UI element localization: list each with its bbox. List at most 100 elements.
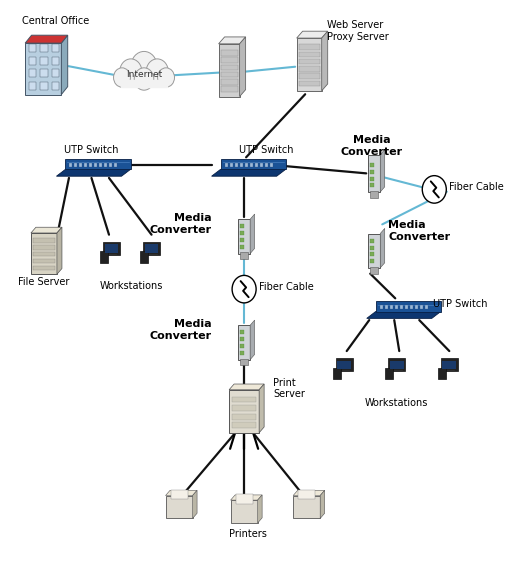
Bar xyxy=(240,238,244,242)
Bar xyxy=(389,358,405,371)
Bar xyxy=(229,390,259,433)
Bar xyxy=(438,368,446,379)
Bar xyxy=(299,44,320,50)
Bar xyxy=(232,406,256,411)
Polygon shape xyxy=(293,490,325,495)
Bar xyxy=(390,305,393,309)
Bar xyxy=(79,164,83,167)
Text: Media
Converter: Media Converter xyxy=(341,135,403,157)
Bar xyxy=(239,164,243,167)
Bar xyxy=(28,56,36,65)
Bar xyxy=(370,176,374,180)
Bar xyxy=(52,69,59,77)
Text: Workstations: Workstations xyxy=(365,397,428,408)
Bar xyxy=(231,500,257,523)
Text: Media
Converter: Media Converter xyxy=(150,213,212,234)
Bar xyxy=(70,164,72,167)
Bar xyxy=(109,164,112,167)
Bar xyxy=(370,238,374,242)
Bar xyxy=(105,244,118,253)
Polygon shape xyxy=(229,384,264,390)
Bar xyxy=(370,163,374,167)
Polygon shape xyxy=(250,320,254,359)
Bar xyxy=(74,164,77,167)
Bar xyxy=(100,252,108,263)
Bar xyxy=(298,490,315,499)
Text: File Server: File Server xyxy=(18,277,70,287)
Text: Print
Server: Print Server xyxy=(273,377,305,399)
Text: Central Office: Central Office xyxy=(22,17,90,26)
Polygon shape xyxy=(297,31,328,38)
Bar xyxy=(103,242,120,255)
Bar xyxy=(140,252,148,263)
Bar xyxy=(370,267,378,274)
Bar xyxy=(293,495,320,518)
Polygon shape xyxy=(367,312,441,319)
Circle shape xyxy=(157,68,174,87)
Bar xyxy=(368,233,380,268)
Bar xyxy=(40,56,47,65)
Text: Internet: Internet xyxy=(126,70,162,79)
Bar xyxy=(232,397,256,403)
Bar xyxy=(238,219,250,253)
Polygon shape xyxy=(380,229,385,268)
Bar xyxy=(299,66,320,71)
Bar xyxy=(238,325,250,359)
Bar xyxy=(221,86,237,92)
Text: Web Server
Proxy Server: Web Server Proxy Server xyxy=(327,20,389,42)
Bar xyxy=(410,305,413,309)
Bar xyxy=(299,73,320,79)
Bar xyxy=(385,305,388,309)
Bar xyxy=(265,164,268,167)
Bar xyxy=(420,305,423,309)
Bar xyxy=(40,44,47,52)
Bar xyxy=(425,305,428,309)
Bar xyxy=(240,331,244,335)
Bar xyxy=(270,164,272,167)
Bar xyxy=(240,338,244,342)
Bar xyxy=(221,79,237,85)
Bar xyxy=(333,368,341,379)
Bar xyxy=(221,72,237,77)
Bar xyxy=(380,305,383,309)
Polygon shape xyxy=(239,37,246,97)
Bar xyxy=(245,164,248,167)
Polygon shape xyxy=(61,35,68,94)
Polygon shape xyxy=(221,159,286,169)
Text: Printers: Printers xyxy=(229,529,267,540)
Bar xyxy=(171,490,187,499)
Bar xyxy=(370,191,378,198)
Polygon shape xyxy=(231,495,262,500)
Bar xyxy=(52,56,59,65)
Bar xyxy=(240,351,244,355)
Polygon shape xyxy=(259,384,264,433)
Circle shape xyxy=(146,59,168,84)
Bar xyxy=(395,305,398,309)
Bar xyxy=(337,361,351,369)
Bar xyxy=(28,82,36,90)
Bar xyxy=(240,225,244,229)
Polygon shape xyxy=(212,169,286,176)
Bar xyxy=(221,58,237,63)
Bar xyxy=(232,422,256,428)
Text: Fiber Cable: Fiber Cable xyxy=(259,282,314,292)
Bar xyxy=(240,231,244,235)
Bar xyxy=(254,164,257,167)
Bar xyxy=(370,259,374,263)
Polygon shape xyxy=(66,159,131,169)
Bar xyxy=(441,358,458,371)
Bar xyxy=(221,50,237,56)
Circle shape xyxy=(232,275,256,303)
Bar xyxy=(336,358,352,371)
Bar xyxy=(400,305,403,309)
Bar xyxy=(370,252,374,256)
Polygon shape xyxy=(321,31,328,91)
Circle shape xyxy=(120,59,142,84)
Polygon shape xyxy=(257,495,262,523)
Bar xyxy=(236,494,253,503)
Bar xyxy=(104,164,107,167)
Polygon shape xyxy=(31,228,62,233)
Polygon shape xyxy=(192,490,197,518)
Bar xyxy=(415,305,418,309)
Bar xyxy=(33,259,55,263)
